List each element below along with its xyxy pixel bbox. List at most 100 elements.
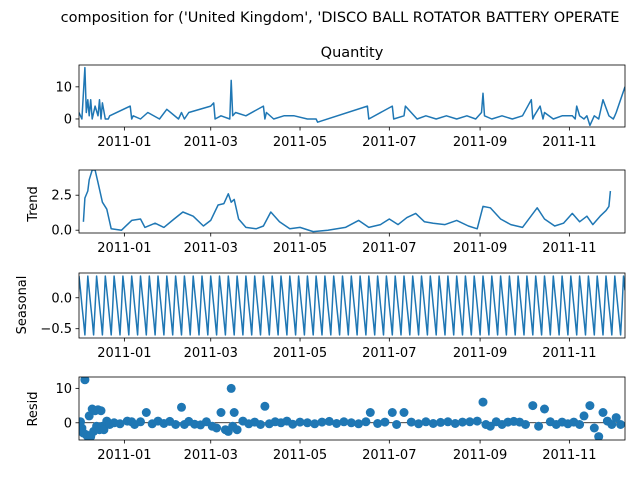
resid-point — [392, 420, 402, 429]
x-tick-label: 2011-05 — [273, 448, 327, 463]
resid-point — [611, 413, 621, 423]
resid-point — [260, 401, 270, 411]
seasonal-axis-label: Seasonal — [15, 276, 30, 335]
panel-title: Quantity — [321, 45, 384, 61]
resid-point — [361, 417, 371, 427]
resid-point — [232, 425, 242, 435]
resid-point — [80, 377, 90, 385]
resid-point — [96, 406, 106, 416]
x-tick-label: 2011-09 — [453, 346, 507, 361]
axes-frame — [78, 376, 626, 441]
x-tick-label: 2011-11 — [542, 346, 596, 361]
resid-point — [212, 423, 222, 433]
trend-axis-label: Trend — [26, 186, 41, 223]
resid-point — [579, 411, 589, 421]
resid-point — [443, 417, 453, 427]
y-tick-label: 2.5 — [51, 189, 72, 204]
resid-point — [295, 417, 305, 427]
y-tick-label: −0.5 — [40, 322, 72, 337]
resid-point — [115, 419, 125, 429]
resid-point — [99, 425, 109, 435]
y-tick-label: 0.0 — [51, 291, 72, 306]
x-tick-label: 2011-01 — [97, 448, 151, 463]
clipped-marks — [79, 66, 625, 127]
series-line — [82, 170, 612, 233]
resid-point — [585, 401, 595, 411]
resid-point — [136, 417, 145, 427]
resid-point — [229, 408, 239, 417]
resid-point — [575, 420, 585, 429]
x-tick-label: 2011-07 — [362, 135, 416, 150]
panel-axes: 0 10 2011-01 2011-03 2011-05 2011-07 2011-09 20… — [55, 376, 626, 463]
resid-point — [472, 416, 482, 426]
panel-marks — [79, 66, 625, 127]
resid-point — [354, 419, 364, 429]
resid-point — [607, 420, 617, 429]
resid-point — [540, 404, 549, 414]
panel-trend: Trend 0.0 2.5 2011-01 2011-03 2011-05 2011-07… — [26, 169, 626, 256]
x-tick-label: 2011-05 — [273, 135, 327, 150]
resid-point — [226, 383, 236, 393]
resid-point — [256, 420, 265, 429]
resid-point — [421, 417, 431, 427]
resid-point — [465, 417, 475, 427]
x-tick-label: 2011-07 — [362, 448, 416, 463]
panel-marks — [79, 377, 625, 440]
resid-point — [324, 416, 334, 426]
resid-point — [414, 419, 424, 429]
panel-axes: −0.5 0.0 2011-01 2011-03 2011-05 2011-07 2011-… — [40, 272, 626, 361]
y-tick-label: 0 — [64, 112, 72, 127]
resid-point — [317, 417, 327, 427]
x-tick-label: 2011-01 — [97, 241, 151, 256]
resid-point — [339, 417, 349, 427]
x-tick-label: 2011-01 — [97, 135, 151, 150]
x-tick-label: 2011-03 — [184, 448, 238, 463]
resid-point — [216, 408, 226, 417]
panel-marks — [82, 170, 612, 233]
resid-point — [450, 419, 460, 428]
series-line — [79, 275, 625, 336]
y-tick-label: 0.0 — [51, 224, 72, 239]
x-tick-label: 2011-03 — [184, 241, 238, 256]
resid-point — [521, 420, 530, 429]
resid-point — [84, 411, 94, 421]
resid-point — [332, 419, 342, 428]
panel-axes: 0.0 2.5 2011-01 2011-03 2011-05 2011-07 2011-0… — [51, 169, 626, 256]
resid-point — [534, 421, 544, 431]
x-tick-label: 2011-11 — [542, 135, 596, 150]
panel-observed: Quantity 0 10 2011-01 2011-03 2011-05 2011-07… — [55, 45, 626, 150]
resid-point — [458, 417, 467, 427]
x-tick-label: 2011-09 — [453, 241, 507, 256]
x-tick-label: 2011-07 — [362, 241, 416, 256]
resid-point — [436, 417, 446, 427]
resid-point — [406, 417, 416, 427]
series-line — [79, 66, 625, 127]
panel-axes: 0 10 2011-01 2011-03 2011-05 2011-07 2011-09 20… — [55, 64, 626, 150]
x-tick-label: 2011-03 — [184, 346, 238, 361]
y-tick-label: 10 — [55, 80, 72, 95]
resid-point — [428, 419, 438, 428]
x-tick-label: 2011-09 — [453, 135, 507, 150]
x-tick-label: 2011-01 — [97, 346, 151, 361]
resid-axis-label: Resid — [26, 391, 41, 426]
resid-point — [594, 432, 604, 440]
panel-resid: Resid 0 10 2011-01 2011-03 2011-05 2011-07 201… — [26, 376, 626, 463]
resid-point — [346, 418, 356, 428]
x-tick-label: 2011-11 — [542, 241, 596, 256]
x-tick-label: 2011-09 — [453, 448, 507, 463]
resid-point — [288, 419, 298, 429]
x-tick-label: 2011-07 — [362, 346, 416, 361]
resid-point — [399, 408, 409, 417]
resid-point — [141, 408, 151, 417]
resid-point — [598, 408, 608, 417]
resid-point — [380, 417, 390, 427]
panel-marks — [79, 275, 625, 336]
resid-point — [589, 423, 599, 433]
y-tick-label: 0 — [64, 416, 72, 431]
axes-frame — [78, 272, 626, 339]
resid-point — [171, 420, 181, 429]
resid-point — [310, 419, 320, 429]
clipped-marks — [79, 377, 625, 440]
